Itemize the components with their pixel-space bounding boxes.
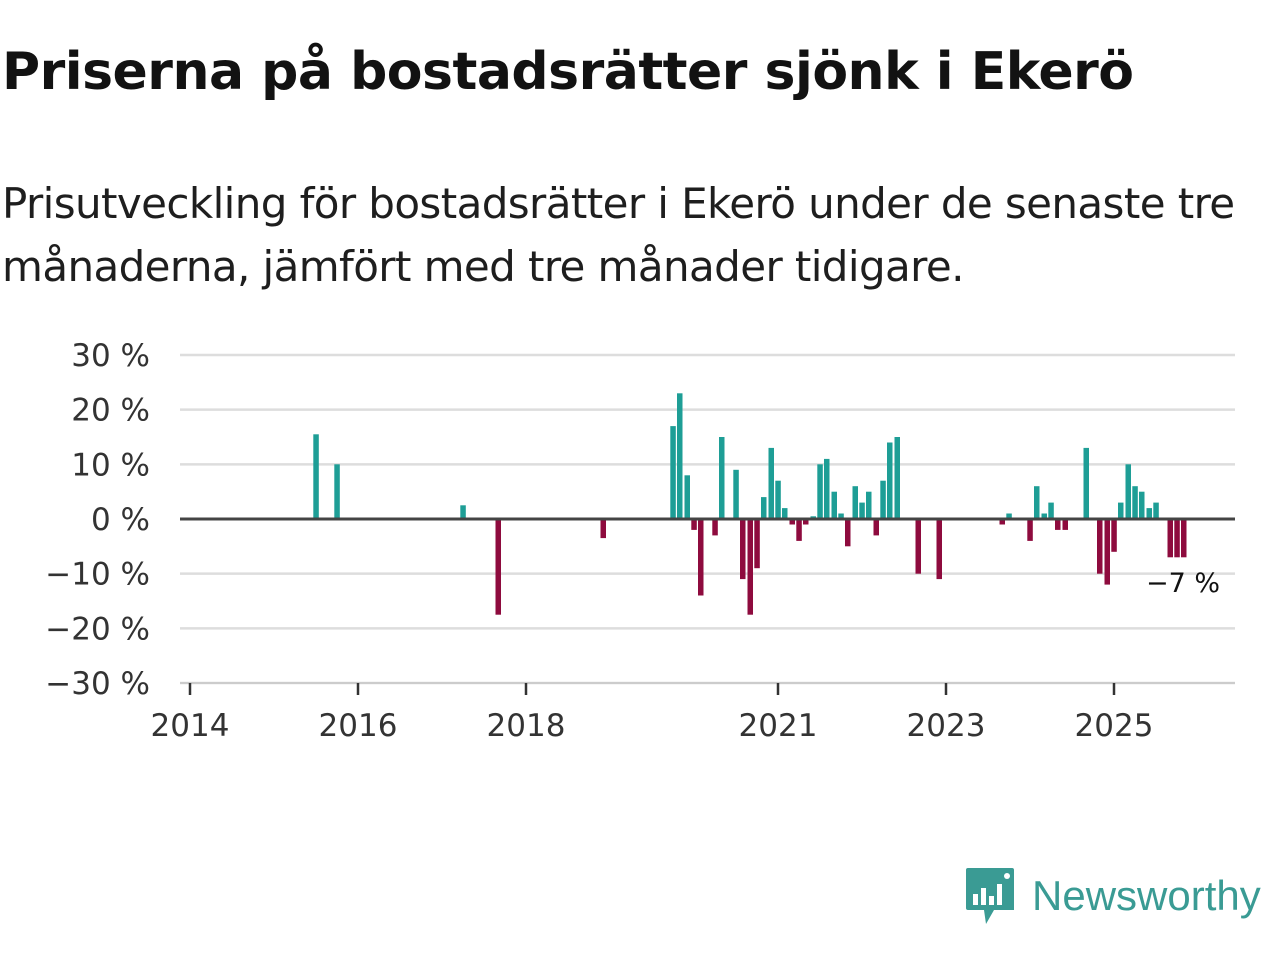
bar-negative <box>754 519 760 569</box>
bar-negative <box>789 519 795 525</box>
bar-negative <box>1174 519 1180 558</box>
bar-positive <box>1048 502 1054 519</box>
bar-positive <box>313 434 319 519</box>
newsworthy-logo-icon <box>966 868 1014 924</box>
bar-positive <box>866 491 872 519</box>
bar-positive <box>1146 508 1152 519</box>
bar-negative <box>740 519 746 580</box>
bar-negative <box>698 519 704 596</box>
bar-positive <box>460 505 466 519</box>
bar-positive <box>1132 486 1138 519</box>
bar-negative <box>691 519 697 530</box>
chart-title: Priserna på bostadsrätter sjönk i Ekerö <box>2 42 1134 102</box>
bar-positive <box>1006 513 1012 519</box>
bar-positive <box>1125 464 1131 519</box>
bar-positive <box>831 491 837 519</box>
y-tick-label: 20 % <box>71 393 150 429</box>
bar-negative <box>1097 519 1103 574</box>
x-tick-label: 2025 <box>1075 708 1154 744</box>
x-tick-label: 2014 <box>151 708 230 744</box>
bar-positive <box>1034 486 1040 519</box>
bar-positive <box>719 437 725 519</box>
bar-negative <box>712 519 718 536</box>
bar-positive <box>887 442 893 519</box>
bar-positive <box>838 513 844 519</box>
bar-positive <box>670 426 676 519</box>
y-axis-ticks: 30 % 20 % 10 % 0 % −10 % −20 % −30 % <box>45 338 150 702</box>
newsworthy-logo: Newsworthy <box>964 866 1261 926</box>
bar-negative <box>845 519 851 547</box>
bar-negative <box>1027 519 1033 541</box>
bar-negative <box>803 519 809 525</box>
bar-positive <box>824 458 830 519</box>
bar-negative <box>999 519 1005 525</box>
x-tick-label: 2023 <box>907 708 986 744</box>
y-tick-label: 0 % <box>91 502 150 538</box>
bar-positive <box>761 497 767 519</box>
bar-negative <box>1111 519 1117 552</box>
x-tick-label: 2021 <box>739 708 818 744</box>
bar-positive <box>894 437 900 519</box>
y-tick-label: −20 % <box>45 611 150 647</box>
bar-negative <box>1181 519 1187 558</box>
bar-negative <box>1055 519 1061 530</box>
axes <box>180 517 1235 684</box>
bar-positive <box>1139 491 1145 519</box>
bar-positive <box>677 393 683 519</box>
bar-negative <box>600 519 606 539</box>
x-tick-label: 2016 <box>319 708 398 744</box>
bar-negative <box>873 519 879 536</box>
bar-negative <box>915 519 921 574</box>
bar-negative <box>1062 519 1068 530</box>
bar-positive <box>782 508 788 519</box>
bar-positive <box>859 502 865 519</box>
bar-chart: 30 %20 %10 %0 %−10 %−20 %−30 % 2014 2016 2… <box>45 338 1235 744</box>
bar-negative <box>1167 519 1173 558</box>
last-value-annotation: −7 % <box>1146 568 1220 599</box>
newsworthy-logo-text: Newsworthy <box>1032 872 1261 919</box>
chart-subtitle: Prisutveckling för bostadsrätter i Ekerö… <box>2 179 1235 291</box>
bar-negative <box>495 519 501 615</box>
bar-positive <box>1153 502 1159 519</box>
bar-positive <box>733 469 739 519</box>
bar-positive <box>775 480 781 519</box>
bar-positive <box>1083 447 1089 519</box>
y-tick-label: 10 % <box>71 447 150 483</box>
bar-positive <box>768 447 774 519</box>
bars <box>313 393 1187 615</box>
bar-positive <box>334 464 340 519</box>
x-tick-label: 2018 <box>487 708 566 744</box>
bar-negative <box>796 519 802 541</box>
bar-negative <box>1104 519 1110 585</box>
bar-positive <box>880 480 886 519</box>
bar-positive <box>817 464 823 519</box>
y-tick-label: −30 % <box>45 666 150 702</box>
bar-positive <box>1041 513 1047 519</box>
bar-negative <box>747 519 753 615</box>
y-tick-label: −10 % <box>45 557 150 593</box>
bar-positive <box>684 475 690 519</box>
bar-negative <box>936 519 942 580</box>
bar-positive <box>852 486 858 519</box>
bar-positive <box>1118 502 1124 519</box>
y-tick-label: 30 % <box>71 338 150 374</box>
x-axis-ticks: 2014 2016 2018 2021 2023 2025 <box>151 683 1154 744</box>
